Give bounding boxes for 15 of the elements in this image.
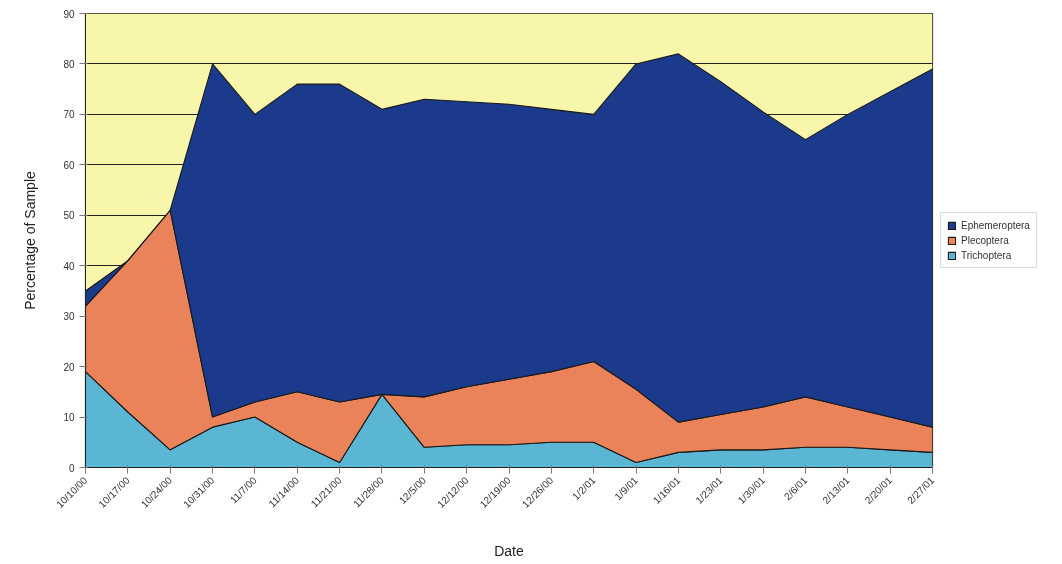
y-tick-label: 90	[63, 8, 75, 20]
y-tick-label: 20	[63, 361, 75, 373]
y-axis-title: Percentage of Sample	[22, 171, 39, 310]
legend-label: Trichoptera	[961, 249, 1012, 261]
y-tick-label: 80	[63, 58, 75, 70]
legend-label: Plecoptera	[961, 234, 1009, 246]
legend-label: Ephemeroptera	[961, 219, 1030, 231]
x-axis-title: Date	[494, 542, 524, 559]
y-tick-label: 0	[68, 462, 75, 474]
y-tick-label: 50	[63, 210, 75, 222]
y-tick-label: 60	[63, 159, 75, 171]
y-tick-label: 40	[63, 260, 75, 272]
y-tick-label: 10	[63, 412, 75, 424]
y-tick-label: 30	[63, 311, 75, 323]
y-tick-label: 70	[63, 109, 75, 121]
